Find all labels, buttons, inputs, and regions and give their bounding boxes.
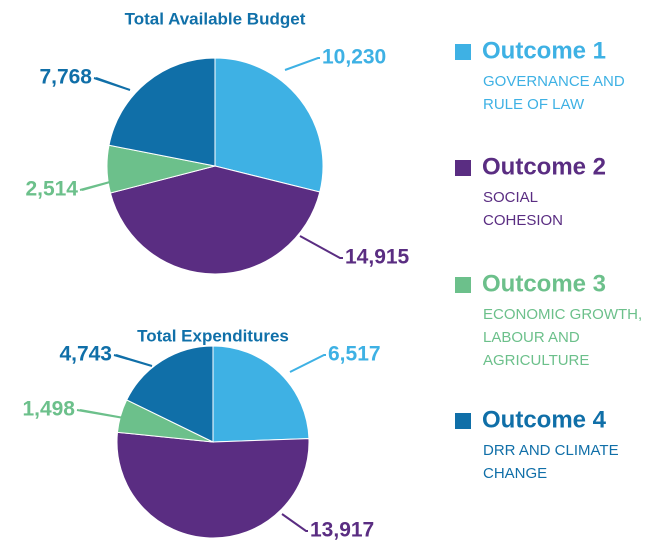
legend-description: COHESION	[483, 212, 563, 229]
leader-line	[76, 409, 125, 419]
legend-name: Outcome 3	[482, 270, 606, 297]
leader-line	[281, 513, 308, 532]
pie-slice	[212, 345, 310, 443]
value-label: 1,498	[22, 398, 75, 421]
value-label: 4,743	[59, 343, 112, 366]
chart-title: Total Available Budget	[125, 9, 306, 28]
legend-swatch	[455, 277, 471, 293]
pie-slice	[116, 431, 310, 539]
legend-description: SOCIAL	[483, 189, 538, 206]
legend-description: DRR AND CLIMATE	[483, 442, 619, 459]
leader-line	[79, 181, 111, 191]
legend-name: Outcome 4	[482, 406, 607, 433]
pie-slice	[126, 345, 214, 443]
leader-line	[289, 354, 326, 373]
leader-line	[93, 77, 131, 91]
value-label: 2,514	[25, 178, 78, 201]
pie-slice	[108, 57, 216, 167]
legend-swatch	[455, 160, 471, 176]
leader-line	[284, 57, 320, 71]
legend-description: CHANGE	[483, 465, 547, 482]
leader-line	[113, 354, 153, 367]
value-label: 7,768	[39, 66, 92, 89]
legend-description: ECONOMIC GROWTH,	[483, 306, 642, 323]
pie-slice	[109, 165, 321, 275]
value-label: 14,915	[345, 246, 410, 269]
pie-slice	[214, 57, 324, 193]
value-label: 10,230	[322, 46, 386, 69]
legend-swatch	[455, 413, 471, 429]
value-label: 6,517	[328, 343, 381, 366]
legend-swatch	[455, 44, 471, 60]
legend-description: AGRICULTURE	[483, 352, 589, 369]
legend-description: LABOUR AND	[483, 329, 580, 346]
legend-description: RULE OF LAW	[483, 96, 585, 113]
value-label: 13,917	[310, 519, 374, 542]
leader-line	[299, 235, 343, 259]
legend-name: Outcome 2	[482, 153, 606, 180]
legend-name: Outcome 1	[482, 37, 606, 64]
legend-description: GOVERNANCE AND	[483, 73, 625, 90]
chart-title: Total Expenditures	[137, 326, 289, 345]
